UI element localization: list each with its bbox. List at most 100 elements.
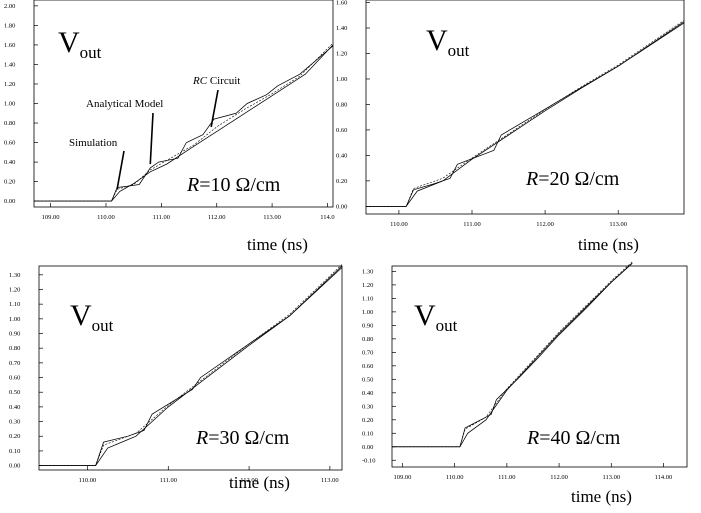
x-axis-label: time (ns) (247, 235, 308, 254)
chart-panel-4: -0.10 0.00 0.10 0.20 0.30 0.40 0.50 0.60 0.70 0.8… (362, 261, 688, 506)
y-tick-label: 1.00 (4, 101, 15, 108)
y-tick-label: 0.90 (9, 331, 20, 338)
chart-panel-1: 0.00 0.20 0.40 0.60 0.80 1.00 1.20 1.40 1.60 1.80… (4, 0, 335, 254)
y-tick-label: 1.00 (9, 316, 20, 323)
annotation-pointer (210, 89, 219, 128)
y-tick-label: 0.80 (9, 345, 20, 352)
y-tick-label: 0.60 (336, 127, 347, 134)
x-tick-label: 112.00 (550, 474, 568, 481)
y-tick-label: 1.20 (4, 81, 15, 88)
series-line-2 (34, 44, 334, 202)
vout-label: Vout (414, 299, 458, 335)
series-line-2 (392, 263, 633, 448)
y-tick-label: 1.80 (4, 22, 15, 29)
y-tick-label: 1.40 (336, 25, 347, 32)
vout-label: Vout (58, 26, 102, 62)
x-tick-label: 109.00 (42, 214, 60, 221)
y-tick-label: 0.00 (9, 463, 20, 470)
series-line-3 (34, 42, 334, 202)
series-line-1 (34, 45, 334, 202)
annotation-label: Simulation (69, 137, 118, 149)
y-tick-label: 2.00 (4, 3, 15, 10)
x-tick-label: 111.00 (160, 477, 177, 484)
y-tick-label: 0.10 (362, 430, 373, 437)
y-tick-label: 0.90 (362, 322, 373, 329)
y-tick-label: 1.10 (362, 295, 373, 302)
x-tick-label: 111.00 (498, 474, 515, 481)
y-tick-label: 0.80 (362, 336, 373, 343)
x-tick-label: 110.00 (97, 214, 115, 221)
x-tick-label: 114.00 (655, 474, 673, 481)
plot-frame (391, 265, 688, 468)
x-tick-label: 113.00 (602, 474, 620, 481)
resistance-label: R=40 Ω/cm (526, 427, 621, 449)
x-tick-label: 111.00 (153, 214, 170, 221)
resistance-label: R=20 Ω/cm (525, 168, 620, 190)
x-tick-label: 112.00 (536, 221, 554, 228)
y-tick-label: 0.60 (9, 375, 20, 382)
y-tick-label: 0.20 (9, 433, 20, 440)
x-tick-label: 109.00 (394, 474, 412, 481)
x-axis-label: time (ns) (571, 487, 632, 506)
y-tick-label: 0.70 (362, 349, 373, 356)
y-tick-label: 1.00 (336, 76, 347, 83)
y-tick-label: 0.60 (362, 363, 373, 370)
plot-frame (38, 265, 343, 471)
resistance-label: R=10 Ω/cm (186, 174, 281, 196)
y-tick-label: 1.40 (4, 61, 15, 68)
y-tick-label: 0.30 (362, 403, 373, 410)
x-tick-label: 112.00 (240, 477, 258, 484)
y-tick-label: 0.20 (362, 417, 373, 424)
series-line-1 (39, 265, 343, 466)
y-tick-label: 0.10 (9, 448, 20, 455)
y-tick-label: 0.20 (336, 178, 347, 185)
series-line-1 (392, 263, 633, 448)
x-tick-label: 113.00 (609, 221, 627, 228)
y-tick-label: -0.10 (362, 457, 376, 464)
y-tick-label: 0.80 (4, 120, 15, 127)
x-axis-label: time (ns) (578, 235, 639, 254)
series-line-3 (366, 20, 685, 207)
annotation-label: Analytical Model (86, 98, 163, 110)
y-tick-label: 0.60 (4, 140, 15, 147)
y-tick-label: 1.30 (362, 268, 373, 275)
y-tick-label: 1.10 (9, 301, 20, 308)
x-tick-label: 113.00 (263, 214, 281, 221)
y-tick-label: 0.40 (362, 390, 373, 397)
x-tick-label: 110.00 (446, 474, 464, 481)
y-tick-label: 0.80 (336, 101, 347, 108)
x-axis-label: time (ns) (229, 473, 290, 492)
y-tick-label: 0.70 (9, 360, 20, 367)
y-tick-label: 0.50 (9, 389, 20, 396)
y-tick-label: 0.40 (4, 159, 15, 166)
series-line-2 (39, 267, 343, 466)
x-tick-label: 114.0 (320, 214, 334, 221)
y-tick-label: 0.00 (336, 203, 347, 210)
vout-label: Vout (70, 299, 114, 335)
x-tick-label: 110.00 (390, 221, 408, 228)
y-tick-label: 1.20 (9, 286, 20, 293)
x-tick-label: 110.00 (79, 477, 97, 484)
annotation-pointer (149, 112, 154, 165)
y-tick-label: 1.60 (4, 42, 15, 49)
y-tick-label: 0.00 (362, 444, 373, 451)
y-tick-label: 0.40 (336, 152, 347, 159)
y-tick-label: 1.20 (336, 51, 347, 58)
y-tick-label: 0.40 (9, 404, 20, 411)
y-tick-label: 1.20 (362, 282, 373, 289)
y-tick-label: 0.00 (4, 198, 15, 205)
y-tick-label: 1.30 (9, 272, 20, 279)
vout-label: Vout (426, 24, 470, 60)
plot-frame (365, 0, 685, 215)
y-tick-label: 1.00 (362, 309, 373, 316)
series-line-2 (366, 22, 685, 207)
x-tick-label: 113.00 (321, 477, 339, 484)
chart-panel-2: 0.00 0.20 0.40 0.60 0.80 1.00 1.20 1.40 1.60 110.… (336, 0, 685, 254)
resistance-label: R=30 Ω/cm (195, 427, 290, 449)
series-line-3 (39, 264, 343, 466)
chart-panel-3: 0.00 0.10 0.20 0.30 0.40 0.50 0.60 0.70 0.80 0.90… (9, 264, 343, 492)
y-tick-label: 1.60 (336, 0, 347, 7)
x-tick-label: 111.00 (463, 221, 480, 228)
series-line-3 (392, 261, 633, 448)
